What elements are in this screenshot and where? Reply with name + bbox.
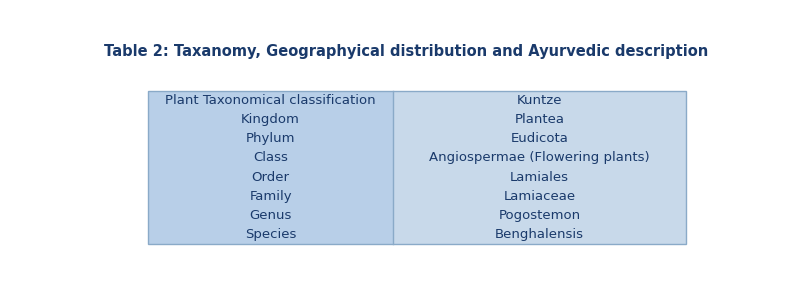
- Text: Pogostemon: Pogostemon: [499, 209, 580, 222]
- Text: Table 2: Taxanomy, Geographyical distribution and Ayurvedic description: Table 2: Taxanomy, Geographyical distrib…: [105, 44, 708, 59]
- Text: Kingdom: Kingdom: [241, 113, 300, 126]
- FancyBboxPatch shape: [148, 148, 393, 168]
- Text: Class: Class: [253, 151, 288, 164]
- FancyBboxPatch shape: [148, 168, 393, 187]
- Text: Angiospermae (Flowering plants): Angiospermae (Flowering plants): [429, 151, 649, 164]
- FancyBboxPatch shape: [393, 110, 686, 129]
- FancyBboxPatch shape: [148, 225, 393, 244]
- FancyBboxPatch shape: [148, 91, 393, 110]
- Text: Species: Species: [245, 228, 297, 241]
- Text: Phylum: Phylum: [246, 132, 295, 145]
- FancyBboxPatch shape: [393, 129, 686, 148]
- Text: Benghalensis: Benghalensis: [495, 228, 584, 241]
- FancyBboxPatch shape: [148, 129, 393, 148]
- Text: Plant Taxonomical classification: Plant Taxonomical classification: [165, 94, 376, 107]
- FancyBboxPatch shape: [148, 206, 393, 225]
- FancyBboxPatch shape: [393, 187, 686, 206]
- FancyBboxPatch shape: [393, 206, 686, 225]
- FancyBboxPatch shape: [148, 110, 393, 129]
- FancyBboxPatch shape: [393, 148, 686, 168]
- Text: Lamiales: Lamiales: [510, 171, 569, 183]
- Text: Plantea: Plantea: [515, 113, 565, 126]
- Text: Genus: Genus: [250, 209, 292, 222]
- FancyBboxPatch shape: [148, 187, 393, 206]
- Text: Family: Family: [249, 190, 292, 203]
- Text: Kuntze: Kuntze: [517, 94, 562, 107]
- FancyBboxPatch shape: [393, 225, 686, 244]
- Text: Order: Order: [251, 171, 289, 183]
- FancyBboxPatch shape: [393, 91, 686, 110]
- Text: Eudicota: Eudicota: [511, 132, 569, 145]
- FancyBboxPatch shape: [393, 168, 686, 187]
- Text: Lamiaceae: Lamiaceae: [504, 190, 576, 203]
